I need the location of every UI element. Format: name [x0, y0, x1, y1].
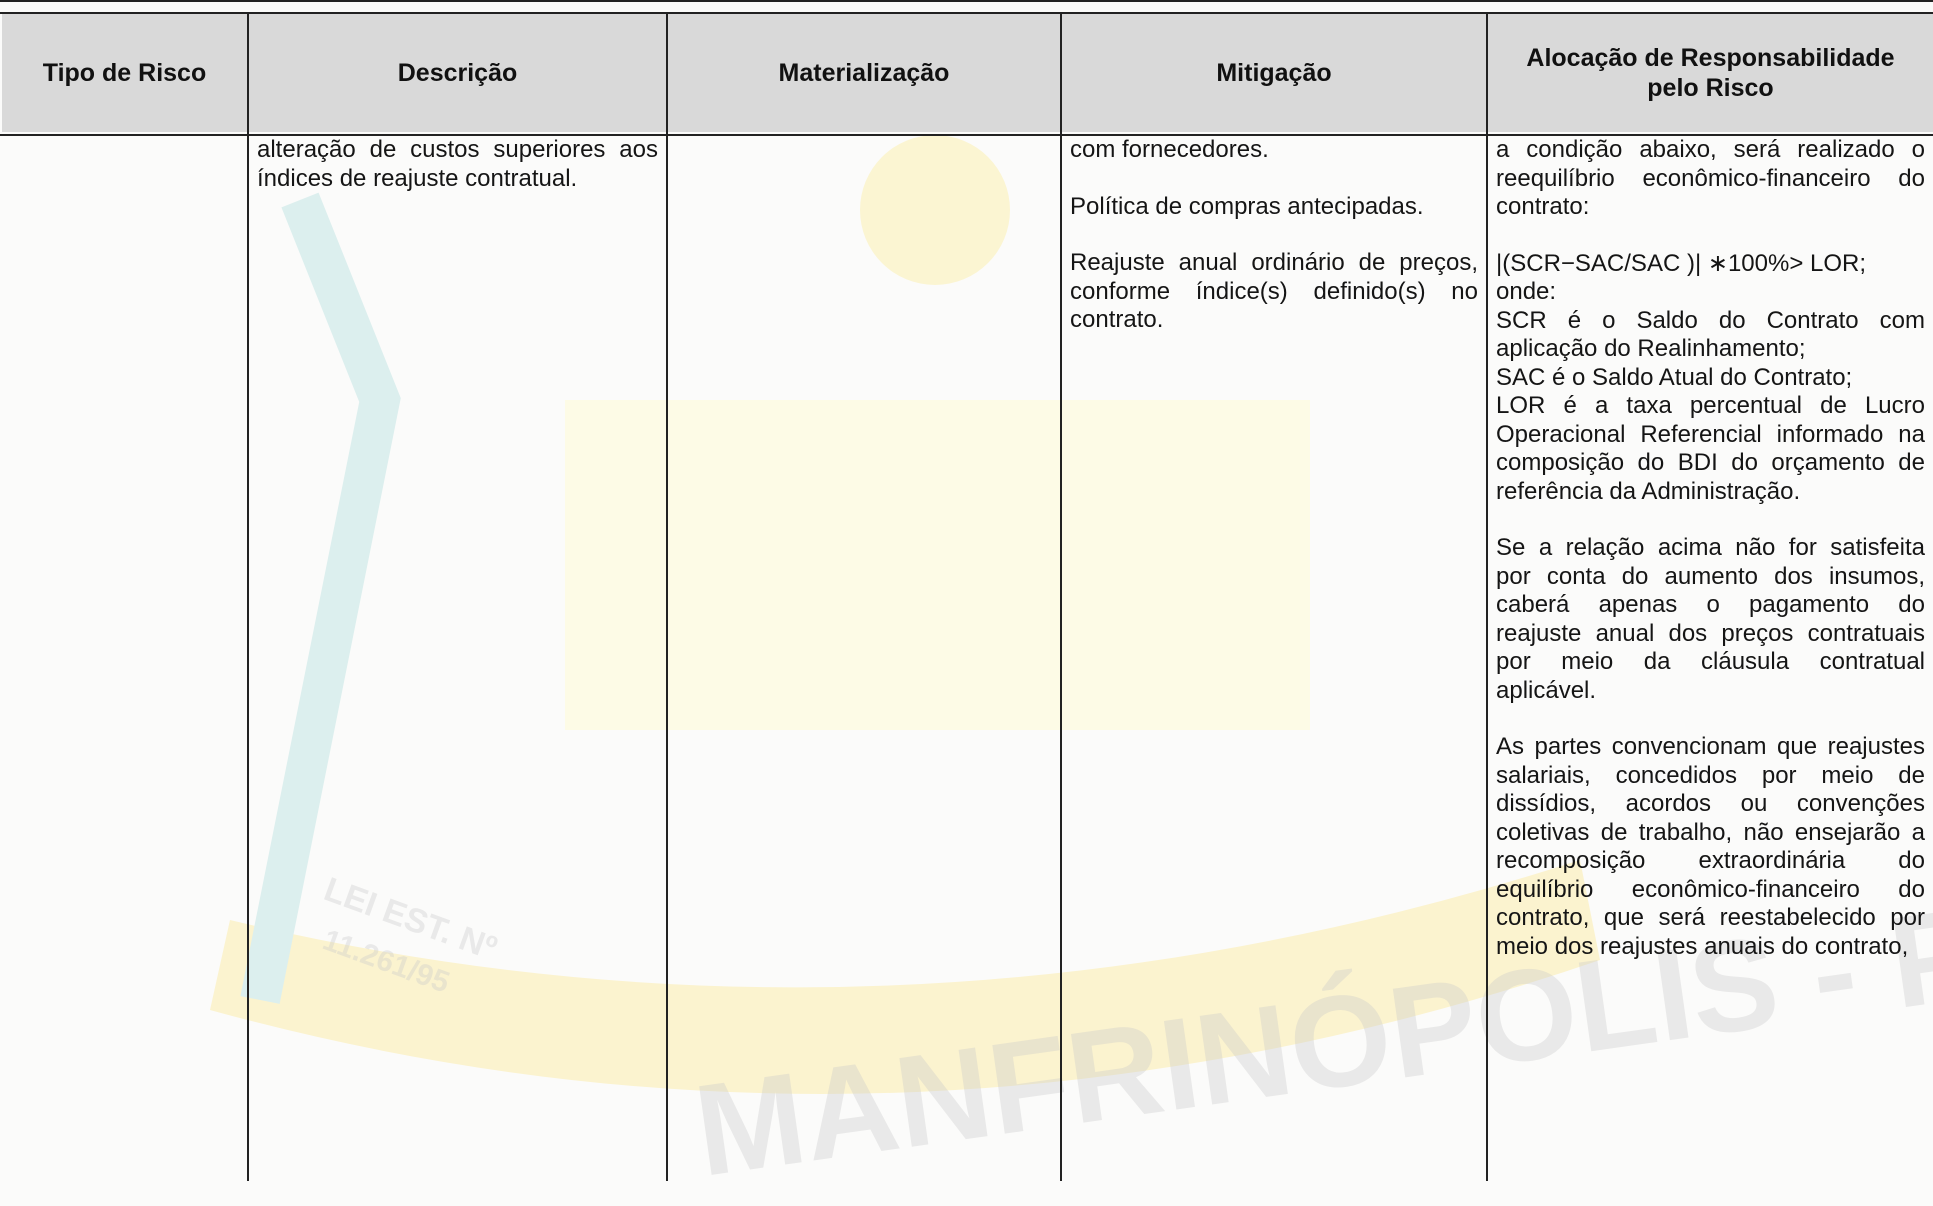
text-line: Reajuste anual ordinário de preços, conf…: [1070, 249, 1478, 333]
table-cell: a condição abaixo, será realizado o reeq…: [1488, 136, 1933, 1181]
text-line: SAC é o Saldo Atual do Contrato;: [1496, 363, 1853, 391]
watermark-art: [210, 135, 1600, 1094]
paragraph: |(SCR−SAC/SAC )| ∗100%> LOR; onde: SCR é o…: [1496, 250, 1925, 507]
paragraph: As partes convencionam que reajustes sal…: [1496, 733, 1925, 961]
text-line: Política de compras antecipadas.: [1070, 192, 1424, 220]
column-border: [1060, 12, 1062, 1181]
paragraph: a condição abaixo, será realizado o reeq…: [1496, 136, 1925, 222]
table-cell: alteração de custos superiores aos índic…: [249, 136, 666, 1181]
paragraph: Reajuste anual ordinário de preços, conf…: [1070, 249, 1478, 335]
column-border: [247, 12, 249, 1181]
table-cell: com fornecedores. Política de compras ant…: [1062, 136, 1486, 1181]
column-border: [666, 12, 668, 1181]
paragraph: com fornecedores.: [1070, 136, 1478, 165]
table-border: [0, 0, 1933, 2]
paragraph: Política de compras antecipadas.: [1070, 193, 1478, 222]
column-border: [1486, 12, 1488, 1181]
paragraph: Se a relação acima não for satisfeita po…: [1496, 534, 1925, 705]
text-line: Se a relação acima não for satisfeita po…: [1496, 534, 1925, 704]
text-line: com fornecedores.: [1070, 136, 1269, 163]
text-line: |(SCR−SAC/SAC )| ∗100%> LOR;: [1496, 249, 1867, 277]
text-line: onde:: [1496, 278, 1557, 305]
text-line: alteração de custos superiores aos índic…: [257, 136, 658, 192]
table-border: [0, 134, 1933, 136]
text-line: a condição abaixo, será realizado o reeq…: [1496, 136, 1925, 220]
text-line: LOR é a taxa percentual de Lucro Operaci…: [1496, 392, 1925, 505]
header-cell: Materialização: [668, 14, 1060, 132]
header-cell: Descrição: [249, 14, 666, 132]
table-border: [0, 12, 1933, 14]
header-cell: Mitigação: [1062, 14, 1486, 132]
paragraph: alteração de custos superiores aos índic…: [257, 136, 658, 193]
header-cell: Tipo de Risco: [2, 14, 247, 132]
header-cell: Alocação de Responsabilidade pelo Risco: [1488, 14, 1933, 132]
text-line: As partes convencionam que reajustes sal…: [1496, 733, 1925, 960]
text-line: SCR é o Saldo do Contrato com aplicação …: [1496, 306, 1925, 363]
